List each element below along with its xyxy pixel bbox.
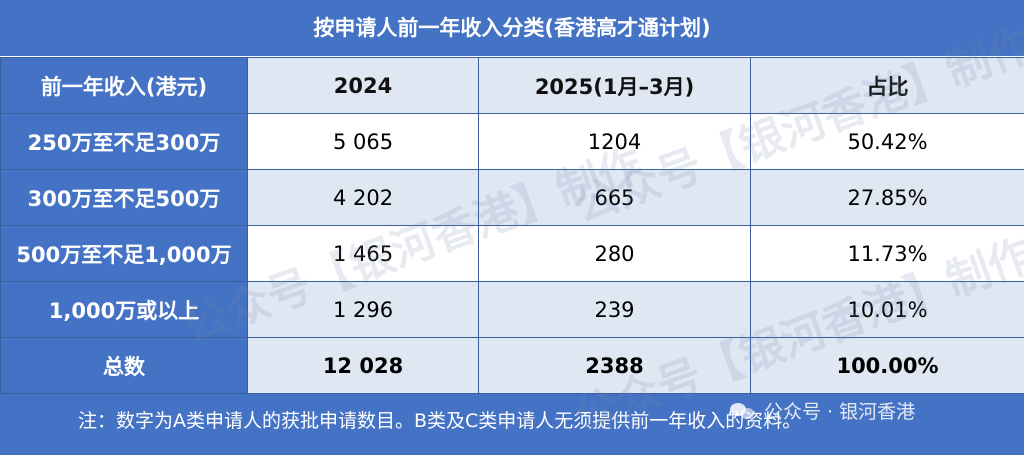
table-row: 300万至不足500万 4 202 665 27.85% (0, 169, 1024, 226)
header-share: 占比 (750, 57, 1024, 114)
cell-2025: 280 (478, 225, 751, 282)
header-row: 前一年收入(港元) 2024 2025(1月–3月) 占比 (0, 57, 1024, 114)
footnote: 注：数字为A类申请人的获批申请数目。B类及C类申请人无须提供前一年收入的资料。 (78, 410, 802, 432)
table-row: 500万至不足1,000万 1 465 280 11.73% (0, 225, 1024, 282)
corner-watermark: 公众号 · 银河香港 (730, 397, 915, 424)
cell-2024: 1 296 (247, 281, 479, 338)
cell-2024: 4 202 (247, 169, 479, 226)
cell-2025: 665 (478, 169, 751, 226)
corner-watermark-text: 公众号 · 银河香港 (764, 401, 916, 423)
cell-share: 27.85% (750, 169, 1024, 226)
cell-2024: 5 065 (247, 113, 479, 170)
header-2024: 2024 (247, 57, 479, 114)
total-2025: 2388 (478, 337, 751, 394)
cell-2025: 239 (478, 281, 751, 338)
table-row: 250万至不足300万 5 065 1204 50.42% (0, 113, 1024, 170)
row-label: 500万至不足1,000万 (0, 225, 248, 282)
row-label: 1,000万或以上 (0, 281, 248, 338)
table-title: 按申请人前一年收入分类(香港高才通计划) (0, 0, 1024, 57)
wechat-icon (730, 401, 756, 421)
table-row: 1,000万或以上 1 296 239 10.01% (0, 281, 1024, 338)
cell-share: 11.73% (750, 225, 1024, 282)
row-label: 300万至不足500万 (0, 169, 248, 226)
total-2024: 12 028 (247, 337, 479, 394)
header-2025: 2025(1月–3月) (478, 57, 751, 114)
income-table: 前一年收入(港元) 2024 2025(1月–3月) 占比 250万至不足300… (0, 57, 1024, 394)
total-share: 100.00% (750, 337, 1024, 394)
total-row: 总数 12 028 2388 100.00% (0, 337, 1024, 394)
cell-share: 50.42% (750, 113, 1024, 170)
row-label: 250万至不足300万 (0, 113, 248, 170)
cell-share: 10.01% (750, 281, 1024, 338)
cell-2024: 1 465 (247, 225, 479, 282)
total-label: 总数 (0, 337, 248, 394)
header-income: 前一年收入(港元) (0, 57, 248, 114)
cell-2025: 1204 (478, 113, 751, 170)
